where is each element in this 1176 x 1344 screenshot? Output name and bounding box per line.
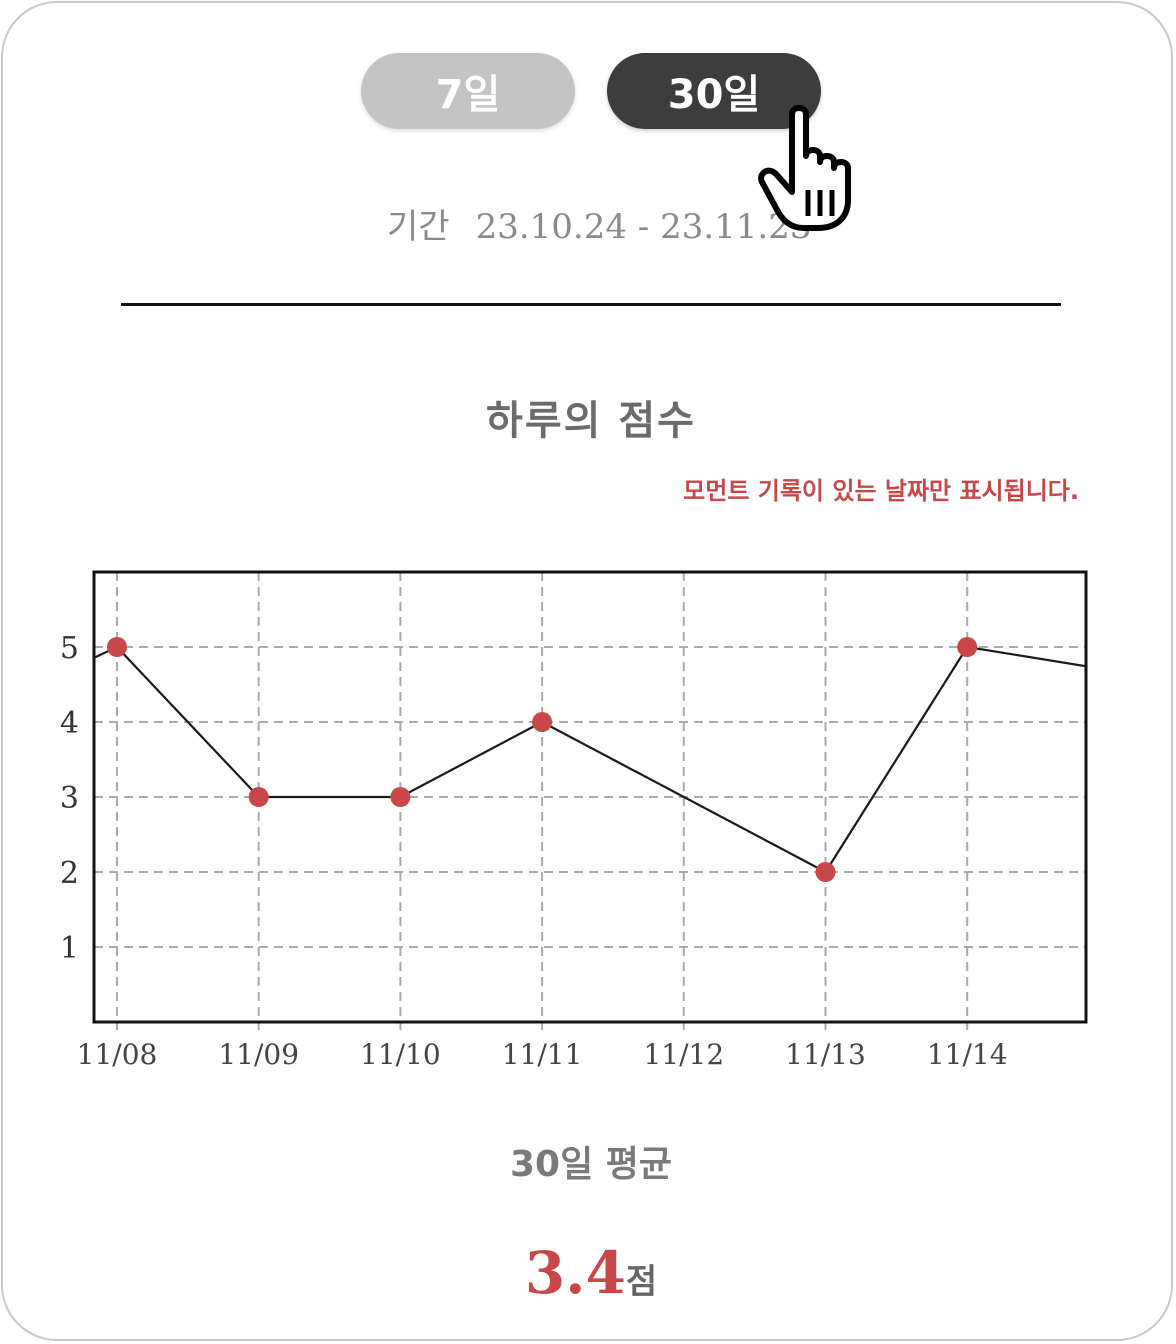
period-label: 기간 (387, 207, 450, 247)
data-point (390, 787, 411, 807)
x-tick-label: 11/13 (785, 1038, 866, 1071)
x-tick-label: 11/08 (77, 1038, 158, 1071)
x-tick-label: 11/11 (502, 1038, 583, 1071)
x-tick-label: 11/12 (643, 1038, 724, 1071)
plot-frame (92, 570, 1088, 1024)
tab-30-days[interactable]: 30일 (607, 53, 821, 129)
y-tick-label: 5 (60, 631, 79, 666)
section-divider (121, 303, 1061, 306)
tab-7-days[interactable]: 7일 (361, 53, 575, 129)
period-dates: 23.10.24 - 23.11.23 (475, 207, 812, 247)
y-tick-label: 3 (60, 781, 79, 816)
average-unit: 점 (625, 1262, 658, 1302)
daily-score-chart: 1 2 3 4 5 11/08 11/09 11/10 11/11 11/12 11/13 11/14 (60, 570, 1088, 1071)
y-tick-label: 1 (60, 931, 79, 966)
x-tick-label: 11/14 (927, 1038, 1008, 1071)
x-tick-label: 11/10 (360, 1038, 441, 1071)
tab-7-days-label: 7일 (435, 72, 501, 118)
chart-notice: 모먼트 기록이 있는 날짜만 표시됩니다. (683, 477, 1079, 505)
period-range: 기간 23.10.24 - 23.11.23 (387, 199, 811, 248)
average-label: 30일 평균 (510, 1144, 672, 1185)
series-line (94, 645, 1086, 874)
hand-pointer-icon (758, 105, 851, 231)
data-point (957, 637, 978, 657)
y-tick-label: 4 (60, 706, 79, 741)
data-point (107, 637, 127, 657)
x-tick-label: 11/09 (218, 1038, 299, 1071)
average-value: 3.4점 (3, 1239, 1176, 1307)
average-number: 3.4 (524, 1239, 626, 1307)
chart-title: 하루의 점수 (486, 398, 696, 444)
y-tick-label: 2 (60, 856, 79, 891)
data-point (815, 862, 836, 882)
tab-30-days-label: 30일 (667, 72, 761, 118)
data-point (248, 787, 269, 807)
data-point (532, 712, 553, 732)
